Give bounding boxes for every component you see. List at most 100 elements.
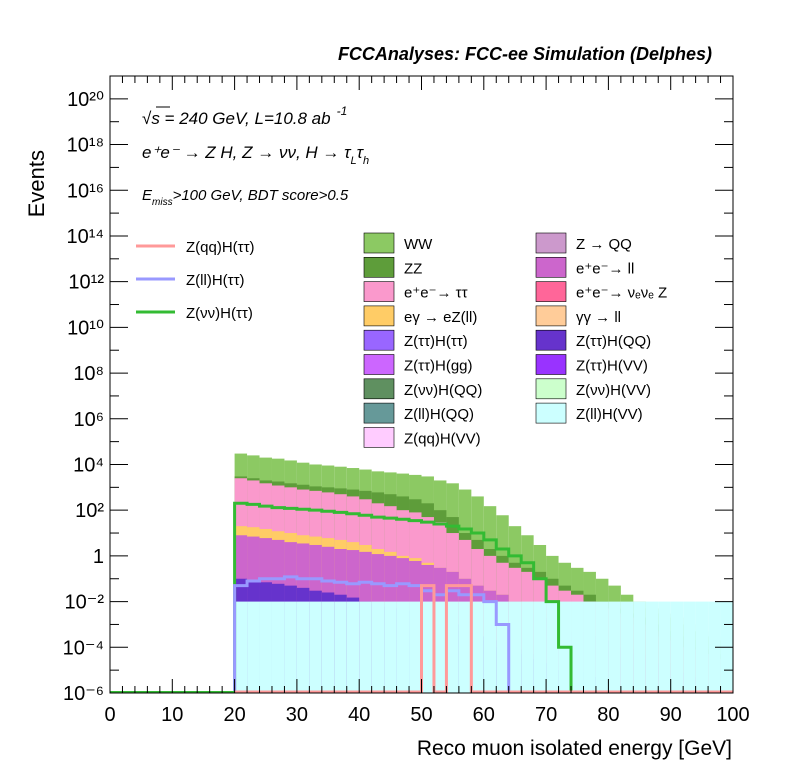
- x-tick-label: 100: [716, 704, 749, 726]
- histogram-bar: [483, 601, 497, 693]
- y-tick-label: 10⁻⁶: [63, 683, 104, 705]
- x-tick-label: 30: [286, 704, 308, 726]
- histogram-bar: [620, 601, 634, 693]
- y-tick-label: 10⁶: [74, 409, 104, 431]
- legend-label: Z(qq)H(VV): [404, 430, 481, 447]
- histogram-bar: [371, 601, 385, 693]
- y-tick-label: 10⁴: [73, 454, 104, 476]
- legend-label: Z(ττ)H(QQ): [576, 333, 651, 350]
- legend-swatch: [535, 232, 567, 254]
- y-tick-label: 10¹⁰: [67, 317, 104, 339]
- histogram-bar: [433, 601, 447, 693]
- legend-label: Z → QQ: [576, 236, 632, 253]
- legend-swatch: [363, 427, 395, 448]
- y-tick-label: 10²: [75, 500, 104, 522]
- histogram-bar: [396, 601, 410, 693]
- histogram-bar: [259, 601, 272, 693]
- histogram-bar: [309, 601, 322, 693]
- histogram-bar: [683, 601, 696, 693]
- histogram-bar: [458, 601, 472, 693]
- y-tick-label: 10¹⁴: [67, 226, 105, 248]
- legend-label: γγ → ll: [576, 309, 621, 326]
- legend-label: Z(νν)H(QQ): [404, 382, 482, 399]
- histogram-bar: [533, 601, 547, 693]
- y-axis-label: Events: [24, 150, 49, 217]
- legend-swatch: [363, 232, 395, 254]
- histogram-bar: [346, 601, 360, 693]
- legend-swatch: [363, 378, 395, 400]
- y-tick-label: 10¹⁸: [67, 135, 104, 157]
- legend-swatch: [535, 402, 567, 424]
- annotation-block: √s = 240 GeV, L=10.8 ab -1 e⁺e⁻ → Z H, Z …: [142, 104, 369, 208]
- histogram-bar: [633, 601, 646, 693]
- signal-line: [234, 584, 733, 694]
- legend-label: Z(νν)H(ττ): [186, 305, 253, 322]
- y-tick-label: 10⁻²: [65, 592, 105, 614]
- annotation-energy-lumi: √s = 240 GeV, L=10.8 ab -1: [142, 104, 347, 128]
- histogram-bar: [247, 601, 260, 693]
- legend-swatch: [535, 354, 567, 375]
- legend-backgrounds: WW ZZ e⁺e⁻→ ττ eγ → eZ(ll) Z(ττ)H(ττ) Z(ττ)H(…: [363, 232, 667, 448]
- legend-swatch: [535, 378, 567, 400]
- x-tick-label: 80: [597, 704, 619, 726]
- legend-swatch: [535, 256, 567, 278]
- legend-label: Z(ll)H(QQ): [404, 406, 474, 423]
- x-tick-label: 0: [104, 704, 115, 726]
- legend-label: Z(ττ)H(gg): [404, 358, 473, 375]
- histogram-bar: [508, 601, 522, 693]
- y-tick-label: 10¹²: [68, 272, 104, 294]
- histogram-bar: [546, 601, 559, 693]
- histogram-bar: [658, 601, 671, 693]
- legend-swatch: [363, 329, 395, 351]
- x-tick-label: 70: [535, 704, 557, 726]
- histogram-bar: [271, 601, 285, 693]
- histogram-bar: [595, 601, 609, 693]
- histogram-bar: [234, 601, 248, 693]
- legend-label: WW: [404, 236, 433, 253]
- histogram-bar: [583, 601, 596, 693]
- legend-label: Z(ll)H(ττ): [186, 272, 245, 289]
- x-tick-label: 90: [660, 704, 682, 726]
- legend-label: e⁺e⁻→ ττ: [404, 285, 468, 302]
- legend-swatch: [535, 281, 567, 302]
- histogram-bar: [608, 601, 621, 693]
- legend-swatch: [363, 305, 395, 327]
- x-axis-label: Reco muon isolated energy [GeV]: [417, 737, 732, 760]
- legend-swatch: [535, 329, 567, 351]
- chart-title: FCCAnalyses: FCC-ee Simulation (Delphes): [338, 44, 712, 64]
- legend-label: ZZ: [404, 260, 422, 277]
- annotation-selection: Emiss>100 GeV, BDT score>0.5: [142, 187, 349, 208]
- legend-label: eγ → eZ(ll): [404, 309, 477, 326]
- legend-swatch: [363, 256, 395, 278]
- y-tick-label: 10²⁰: [67, 89, 104, 111]
- histogram-bar: [521, 601, 534, 693]
- legend-swatch: [363, 281, 395, 302]
- histogram-bar: [645, 601, 659, 693]
- histogram-bar: [359, 601, 372, 693]
- y-tick-label: 10⁻⁴: [63, 637, 104, 659]
- x-tick-label: 10: [161, 704, 183, 726]
- legend-label: e⁺e⁻→ νₑνₑ Z: [576, 285, 667, 302]
- histogram-bar: [446, 601, 459, 693]
- histogram-bar: [321, 601, 335, 693]
- legend-label: Z(ττ)H(ττ): [404, 333, 468, 350]
- histogram-bar: [695, 601, 709, 693]
- histogram-bar: [384, 601, 397, 693]
- histogram-bar: [296, 601, 310, 693]
- x-tick-label: 50: [410, 704, 432, 726]
- histogram-bar: [571, 601, 584, 693]
- legend-swatch: [535, 305, 567, 327]
- histogram-bar: [708, 601, 721, 693]
- y-tick-label: 10¹⁶: [67, 180, 104, 202]
- histogram-bar: [284, 601, 297, 693]
- legend-label: Z(νν)H(VV): [576, 382, 651, 399]
- plot-area: [110, 453, 733, 694]
- histogram-bar: [471, 601, 484, 693]
- legend-label: Z(qq)H(ττ): [186, 239, 255, 256]
- y-tick-label: 10⁸: [73, 363, 104, 385]
- axes: 0 10 20 30 40 50 60 70 80 90 100 10⁻⁶ 10⁻⁴ 10⁻² 1 10² 10…: [63, 75, 750, 726]
- histogram-bar: [334, 601, 347, 693]
- legend-label: e⁺e⁻→ ll: [576, 260, 634, 277]
- legend-swatch: [363, 402, 395, 424]
